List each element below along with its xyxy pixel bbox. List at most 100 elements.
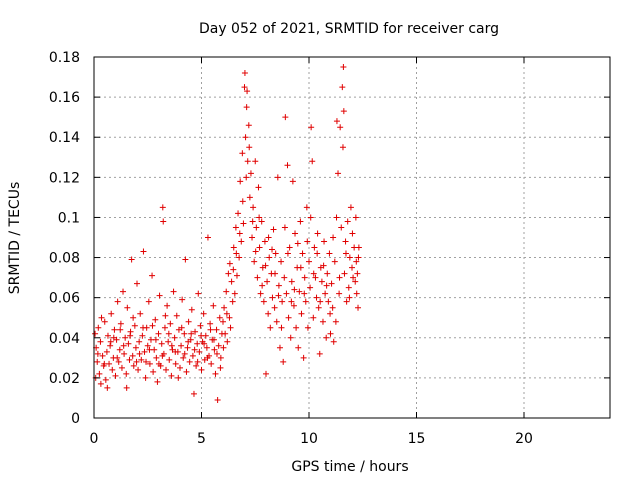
data-point — [149, 272, 156, 279]
data-point — [242, 134, 249, 141]
data-point — [353, 258, 360, 265]
data-point — [333, 118, 340, 125]
data-point — [137, 310, 144, 317]
data-point — [342, 250, 349, 257]
data-point — [220, 344, 227, 351]
data-point — [320, 262, 327, 269]
data-point — [122, 334, 129, 341]
data-point — [207, 326, 214, 333]
data-point — [316, 350, 323, 357]
x-tick-label: 5 — [197, 431, 206, 447]
data-point — [94, 350, 101, 357]
data-point — [275, 282, 282, 289]
data-point — [230, 244, 237, 251]
data-point — [140, 324, 147, 331]
data-point — [340, 108, 347, 115]
data-point — [282, 114, 289, 121]
data-point — [287, 334, 294, 341]
data-point — [329, 304, 336, 311]
data-point — [156, 292, 163, 299]
data-point — [251, 258, 258, 265]
data-point — [291, 286, 298, 293]
data-point — [256, 214, 263, 221]
data-point — [267, 324, 274, 331]
data-point — [194, 358, 201, 365]
data-point — [94, 358, 101, 365]
data-point — [171, 334, 178, 341]
data-point — [128, 256, 135, 263]
data-point — [139, 332, 146, 339]
data-point — [269, 294, 276, 301]
data-point — [346, 294, 353, 301]
data-point — [217, 364, 224, 371]
data-point — [223, 288, 230, 295]
data-point — [150, 368, 157, 375]
data-point — [254, 274, 261, 281]
data-point — [180, 354, 187, 361]
data-point — [152, 336, 159, 343]
data-point — [335, 170, 342, 177]
data-point — [327, 330, 334, 337]
data-point — [315, 304, 322, 311]
y-tick-label: 0.06 — [49, 291, 80, 307]
data-point — [101, 318, 108, 325]
data-point — [167, 320, 174, 327]
data-point — [97, 338, 104, 345]
y-tick-label: 0.12 — [49, 170, 80, 186]
data-point — [121, 350, 128, 357]
data-point — [152, 316, 159, 323]
data-point — [347, 204, 354, 211]
data-point — [246, 144, 253, 151]
data-point — [253, 224, 260, 231]
data-point — [102, 376, 109, 383]
data-point — [228, 278, 235, 285]
data-point — [146, 346, 153, 353]
data-point — [104, 384, 111, 391]
data-point — [233, 272, 240, 279]
data-point — [330, 234, 337, 241]
x-tick-label: 20 — [515, 431, 533, 447]
data-point — [324, 270, 331, 277]
data-point — [168, 342, 175, 349]
x-tick-label: 15 — [408, 431, 426, 447]
data-point — [123, 384, 130, 391]
data-point — [271, 304, 278, 311]
data-point — [177, 364, 183, 371]
data-point — [284, 250, 291, 257]
data-point — [272, 250, 279, 257]
data-point — [339, 144, 346, 151]
data-point — [129, 352, 136, 359]
data-point — [115, 358, 122, 365]
data-point — [192, 328, 199, 335]
data-point — [269, 246, 276, 253]
data-point — [155, 330, 162, 337]
data-point — [249, 218, 256, 225]
data-point — [338, 224, 345, 231]
data-point — [317, 298, 324, 305]
data-point — [299, 250, 306, 257]
data-point — [127, 332, 134, 339]
data-point — [111, 326, 118, 333]
data-point — [270, 226, 277, 233]
data-point — [342, 238, 349, 245]
data-point — [130, 314, 137, 321]
data-point — [352, 214, 359, 221]
data-point — [319, 318, 326, 325]
data-point — [182, 256, 189, 263]
data-point — [222, 330, 229, 337]
data-point — [223, 310, 230, 317]
data-point — [92, 330, 99, 337]
data-point — [226, 314, 233, 321]
data-point — [120, 342, 127, 349]
data-point — [249, 234, 256, 241]
x-tick-label: 10 — [300, 431, 318, 447]
data-point — [301, 274, 308, 281]
data-points — [92, 64, 362, 403]
data-point — [355, 304, 362, 311]
data-point — [274, 174, 281, 181]
data-point — [143, 358, 150, 365]
data-point — [264, 278, 271, 285]
data-point — [355, 244, 362, 251]
data-point — [246, 194, 253, 201]
data-point — [349, 230, 356, 237]
